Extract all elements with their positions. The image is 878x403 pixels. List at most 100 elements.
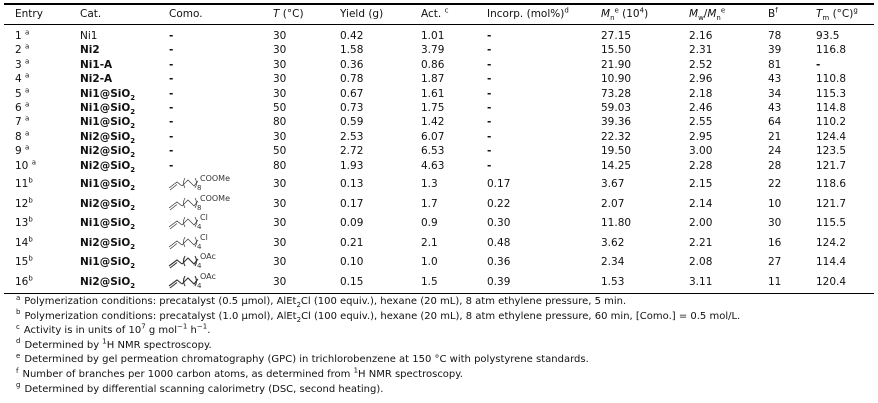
footnote: b Polymerization conditions: precatalyst … bbox=[16, 309, 740, 323]
footnote-ref: d bbox=[564, 6, 569, 15]
header-como: Como. bbox=[169, 8, 203, 20]
footnote: e Determined by gel permeation chromatogr… bbox=[16, 352, 589, 366]
footnote-ref: a bbox=[25, 28, 30, 37]
cell-como: - bbox=[169, 130, 174, 143]
footnote-ref: b bbox=[28, 215, 33, 224]
header-yield: Yield (g) bbox=[340, 8, 384, 20]
repeat-count: 4 bbox=[197, 223, 202, 231]
cell-cat: Ni1-A bbox=[80, 59, 112, 71]
cell-act: 0.9 bbox=[421, 217, 438, 230]
header-mw: M bbox=[689, 8, 699, 20]
footnote: d Determined by 1H NMR spectroscopy. bbox=[16, 337, 212, 352]
cell-entry: 11b bbox=[15, 176, 33, 190]
cell-b: 64 bbox=[768, 116, 782, 129]
cell-entry: 14b bbox=[15, 236, 33, 249]
footnote-mark: g bbox=[16, 381, 21, 390]
cell-cat: Ni2@SiO2 bbox=[80, 131, 136, 145]
cell-incorp: - bbox=[487, 130, 492, 143]
catalyst-name: Ni2@SiO bbox=[80, 236, 131, 249]
catalyst-name: Ni2@SiO bbox=[80, 276, 131, 288]
cell-incorp: 0.48 bbox=[487, 236, 511, 249]
cell-act: 1.75 bbox=[421, 102, 445, 114]
cell-incorp: - bbox=[487, 145, 492, 158]
cell-pdi: 2.14 bbox=[689, 197, 713, 210]
cell-act: 4.63 bbox=[421, 159, 445, 172]
cell-yield: 0.78 bbox=[340, 73, 364, 86]
cell-como: - bbox=[169, 73, 174, 86]
cell-mn: 3.67 bbox=[601, 178, 625, 190]
cell-T: 30 bbox=[273, 87, 287, 100]
cell-como: - bbox=[169, 102, 174, 114]
entry-number: 1 bbox=[15, 30, 22, 42]
cell-mn: 19.50 bbox=[601, 145, 632, 158]
cell-yield: 0.67 bbox=[340, 87, 364, 100]
cell-b: 43 bbox=[768, 73, 782, 86]
cell-incorp: - bbox=[487, 87, 492, 100]
cell-b: 11 bbox=[768, 276, 782, 288]
cell-como: - bbox=[169, 145, 174, 158]
footnote-text: Determined by 1H NMR spectroscopy. bbox=[24, 337, 212, 351]
entry-number: 16 bbox=[15, 276, 29, 288]
functional-group: OAc bbox=[200, 272, 216, 281]
cell-b: 24 bbox=[768, 145, 782, 158]
cell-yield: 0.59 bbox=[340, 116, 364, 129]
cell-yield: 0.09 bbox=[340, 217, 364, 230]
cell-T: 30 bbox=[273, 197, 287, 210]
cell-pdi: 2.31 bbox=[689, 44, 713, 57]
header-rule bbox=[4, 24, 874, 25]
cell-incorp: - bbox=[487, 159, 492, 172]
cell-cat: Ni2@SiO2 bbox=[80, 198, 135, 212]
footnote-ref: c bbox=[444, 6, 449, 15]
cell-cat: Ni1@SiO2 bbox=[80, 256, 135, 270]
cell-incorp: 0.36 bbox=[487, 256, 511, 269]
catalyst-subscript: 2 bbox=[130, 242, 136, 251]
footnote-text: Determined by gel permeation chromatogra… bbox=[24, 354, 589, 366]
cell-tm: 115.3 bbox=[816, 87, 847, 100]
cell-tm: 110.8 bbox=[816, 73, 847, 86]
cell-entry: 6 a bbox=[15, 101, 29, 114]
cell-cat: Ni1@SiO2 bbox=[80, 178, 136, 193]
cell-T: 80 bbox=[273, 159, 287, 172]
cell-incorp: 0.17 bbox=[487, 178, 511, 190]
entry-number: 15 bbox=[15, 256, 29, 269]
cell-mn: 11.80 bbox=[601, 217, 632, 230]
footnote-text: Number of branches per 1000 carbon atoms… bbox=[22, 366, 463, 380]
catalyst-subscript: 2 bbox=[130, 184, 136, 193]
cell-cat: Ni1@SiO2 bbox=[80, 102, 135, 116]
cell-T: 80 bbox=[273, 116, 287, 129]
cell-yield: 1.58 bbox=[340, 44, 364, 57]
header-tm: Tm (°C)g bbox=[816, 7, 858, 22]
cell-mn: 73.28 bbox=[601, 87, 632, 100]
entry-number: 13 bbox=[15, 217, 29, 230]
cell-mn: 27.15 bbox=[601, 30, 632, 42]
cell-b: 43 bbox=[768, 102, 782, 114]
footnote-ref: a bbox=[25, 86, 30, 95]
footnote-ref: a bbox=[25, 129, 30, 138]
top-rule bbox=[4, 3, 874, 5]
cell-yield: 0.36 bbox=[340, 58, 364, 71]
header-mn-symbol: M bbox=[601, 8, 611, 20]
cell-pdi: 3.00 bbox=[689, 145, 713, 158]
footnote-mark: e bbox=[16, 352, 21, 361]
cell-T: 30 bbox=[273, 73, 287, 86]
footnote-mark: d bbox=[16, 337, 21, 346]
catalyst-subscript: 2 bbox=[130, 136, 136, 145]
cell-incorp: 0.30 bbox=[487, 217, 511, 230]
cell-mn: 39.36 bbox=[601, 116, 632, 129]
cell-pdi: 2.95 bbox=[689, 130, 713, 143]
header-tm-unit: (°C) bbox=[829, 8, 854, 20]
cell-mn: 22.32 bbox=[601, 130, 632, 143]
catalyst-name: Ni1@SiO bbox=[80, 256, 131, 269]
footnote-ref: f bbox=[775, 6, 778, 15]
header-mn-close: ) bbox=[644, 8, 649, 20]
cell-incorp: - bbox=[487, 30, 492, 42]
header-t-symbol: T bbox=[273, 8, 280, 20]
footnote-ref: b bbox=[28, 176, 33, 185]
cell-entry: 7 a bbox=[15, 115, 29, 128]
cell-cat: Ni2@SiO2 bbox=[80, 236, 136, 251]
cell-b: 22 bbox=[768, 178, 782, 190]
cell-mn: 3.62 bbox=[601, 236, 625, 249]
cell-tm: 110.2 bbox=[816, 116, 847, 129]
cell-tm: 124.4 bbox=[816, 130, 847, 143]
